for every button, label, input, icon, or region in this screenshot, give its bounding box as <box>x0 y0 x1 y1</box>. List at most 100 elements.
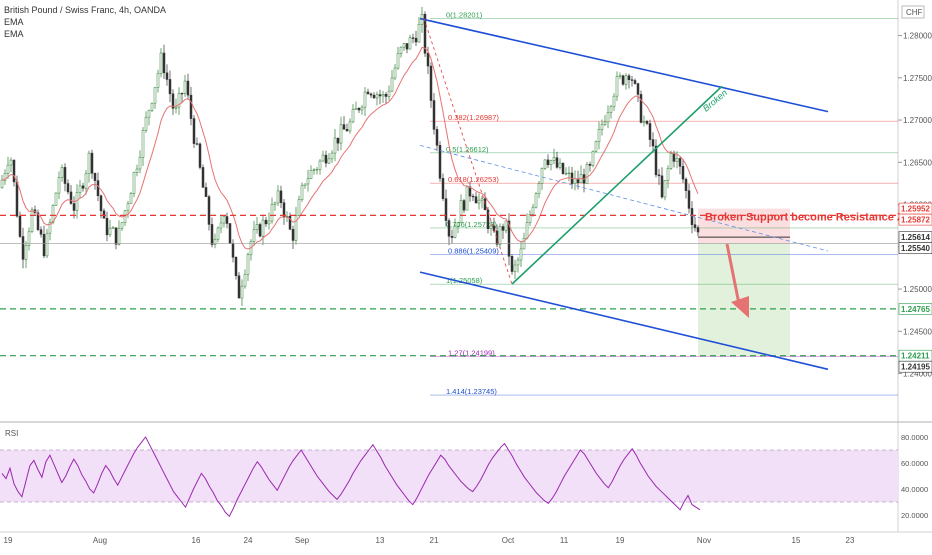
candle-body <box>342 124 346 130</box>
candle-body <box>654 145 658 176</box>
candle-body <box>453 225 457 238</box>
price-tick-label: 1.28000 <box>903 32 932 41</box>
candle-body <box>534 193 538 208</box>
fib-retrace-line <box>423 18 513 285</box>
candle-body <box>207 196 211 225</box>
candle-body <box>660 175 664 198</box>
candle-body <box>567 172 571 175</box>
candle-body <box>18 215 22 237</box>
candle-body <box>462 200 466 211</box>
candle-body <box>129 193 133 204</box>
candle-body <box>477 199 481 204</box>
fib-label: 0.786(1.25723) <box>446 220 497 229</box>
candle-body <box>261 219 265 237</box>
chart-legend: British Pound / Swiss Franc, 4h, OANDA E… <box>4 4 166 40</box>
candle-body <box>30 209 34 232</box>
candle-body <box>42 234 46 257</box>
candle-body <box>543 159 547 169</box>
candle-body <box>639 94 643 123</box>
channel-upper <box>419 17 829 113</box>
ema-indicator-2[interactable]: EMA <box>4 29 24 39</box>
candle-body <box>366 91 370 95</box>
price-label-box <box>898 213 932 226</box>
fib-label: 0.5(1.26612) <box>446 145 489 154</box>
candle-body <box>330 152 334 160</box>
candle-body <box>678 158 682 167</box>
candle-body <box>315 168 319 171</box>
candle-body <box>297 199 301 216</box>
channel-mid <box>419 145 829 252</box>
candle-body <box>294 215 298 241</box>
candle-body <box>501 226 505 231</box>
candle-body <box>480 198 484 201</box>
candle-body <box>291 229 295 241</box>
rsi-tick-label: 80.0000 <box>901 433 928 442</box>
candle-body <box>657 174 661 177</box>
broken-trendline <box>511 85 723 285</box>
candle-body <box>63 167 67 184</box>
candle-body <box>351 109 355 123</box>
candle-body <box>648 123 652 140</box>
candle-body <box>174 106 178 109</box>
candle-body <box>444 198 448 221</box>
candle-body <box>423 13 427 54</box>
candle-body <box>0 179 4 188</box>
candle-body <box>177 92 181 108</box>
candle-body <box>363 91 367 108</box>
candle-body <box>627 75 631 80</box>
candle-body <box>540 168 544 184</box>
candle-body <box>60 167 64 178</box>
candle-body <box>84 173 88 189</box>
candle-body <box>102 210 106 219</box>
candle-body <box>465 186 469 211</box>
time-tick-label: 11 <box>560 536 569 545</box>
ema-indicator-1[interactable]: EMA <box>4 17 24 27</box>
channel-lower <box>419 271 829 371</box>
candle-body <box>120 222 124 229</box>
candle-body <box>219 222 223 229</box>
candle-body <box>474 196 478 204</box>
candle-body <box>525 222 529 239</box>
candle-body <box>324 154 328 164</box>
candle-body <box>693 224 697 228</box>
candle-body <box>585 164 589 184</box>
time-tick-label: 16 <box>192 536 201 545</box>
currency-label: CHF <box>906 8 923 17</box>
price-label-box <box>898 242 932 254</box>
candle-body <box>132 172 136 194</box>
price-label-box <box>898 360 932 373</box>
candle-body <box>243 273 247 287</box>
fib-label: 0.886(1.25409) <box>448 246 499 255</box>
candle-body <box>603 121 607 125</box>
symbol-title[interactable]: British Pound / Swiss Franc, 4h, OANDA <box>4 5 167 15</box>
candle-body <box>141 130 145 158</box>
candle-body <box>396 53 400 69</box>
price-tick-label: 1.27500 <box>903 74 932 83</box>
candle-body <box>537 183 541 194</box>
candle-body <box>651 139 655 147</box>
rsi-line <box>1 436 701 518</box>
candle-body <box>483 198 487 211</box>
rsi-tick-label: 40.0000 <box>901 485 928 494</box>
candle-body <box>663 180 667 198</box>
rsi-tick-label: 60.0000 <box>901 459 928 468</box>
candle-body <box>387 90 391 97</box>
candle-body <box>621 75 625 85</box>
candle-body <box>225 216 229 224</box>
candle-body <box>246 254 250 275</box>
candle-body <box>360 106 364 111</box>
candle-body <box>252 229 256 242</box>
candle-body <box>558 162 562 168</box>
candle-body <box>264 219 268 225</box>
candle-body <box>21 236 25 260</box>
candle-body <box>204 187 208 197</box>
candle-body <box>438 145 442 179</box>
candle-body <box>441 178 445 199</box>
candle-body <box>600 124 604 130</box>
candle-body <box>171 93 175 109</box>
candle-body <box>27 231 31 246</box>
down-arrow-head <box>731 296 749 318</box>
price-label: 1.24195 <box>901 363 930 372</box>
candle-body <box>468 186 472 197</box>
fib-label: 1(1.25058) <box>446 276 483 285</box>
